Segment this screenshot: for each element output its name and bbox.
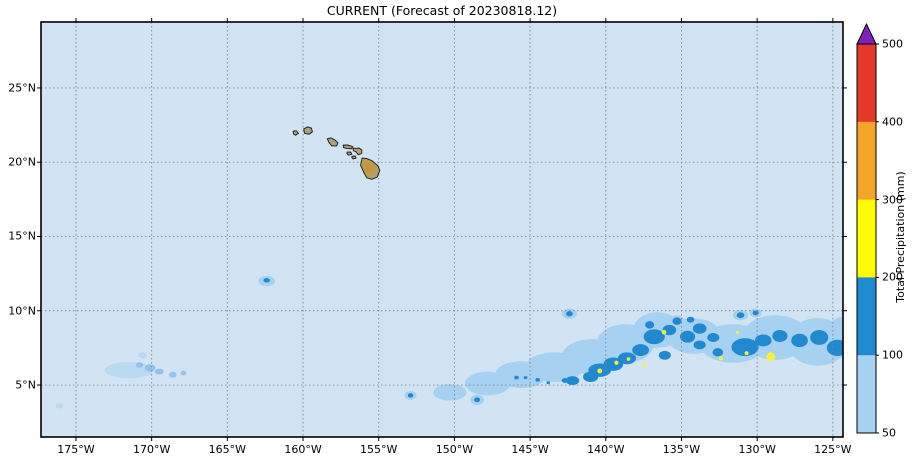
colorbar-tick-label: 100 [882, 348, 903, 362]
colorbar-tick-label: 300 [882, 193, 903, 207]
x-tick-label: 130°W [738, 443, 776, 456]
y-tick-label: 25°N [8, 81, 36, 95]
x-tick-label: 140°W [587, 443, 625, 456]
island-lanai [346, 151, 353, 156]
colorbar-tick-label: 500 [882, 37, 903, 51]
island-kauai [303, 126, 313, 135]
y-tick-label: 20°N [8, 155, 36, 169]
colorbar-title: Total Precipitation (mm) [894, 171, 907, 303]
x-tick-label: 170°W [132, 443, 171, 456]
colorbar [856, 22, 879, 434]
plot-frame [40, 21, 844, 438]
plot-title: CURRENT (Forecast of 20230818.12) [326, 3, 558, 18]
x-tick-label: 150°W [435, 443, 474, 456]
colorbar-tick-label: 50 [882, 426, 896, 440]
x-tick-label: 155°W [360, 443, 398, 456]
island-molokai [342, 144, 354, 150]
y-tick-label: 5°N [15, 378, 36, 392]
colorbar-tick-label: 400 [882, 115, 903, 129]
island-oahu [326, 137, 339, 147]
colorbar-tick-label: 200 [882, 270, 903, 284]
x-tick-label: 165°W [208, 443, 247, 456]
colorbar-over-arrow [856, 22, 877, 45]
island-kahoolawe [351, 155, 357, 160]
island-niihau [292, 130, 299, 136]
x-tick-label: 175°W [57, 443, 95, 456]
x-tick-label: 125°W [814, 443, 852, 456]
graticule-grid [41, 22, 843, 437]
x-tick-label: 145°W [511, 443, 549, 456]
y-tick-label: 10°N [8, 304, 36, 318]
hawaiian-islands [292, 126, 381, 180]
ocean-background [41, 22, 843, 437]
island-maui [352, 147, 363, 156]
y-tick-label: 15°N [8, 229, 36, 243]
precipitation-layer [55, 275, 843, 409]
island-hawaii [360, 157, 381, 180]
map-plot-area [37, 18, 847, 441]
x-tick-label: 135°W [662, 443, 701, 456]
x-tick-label: 160°W [284, 443, 322, 456]
